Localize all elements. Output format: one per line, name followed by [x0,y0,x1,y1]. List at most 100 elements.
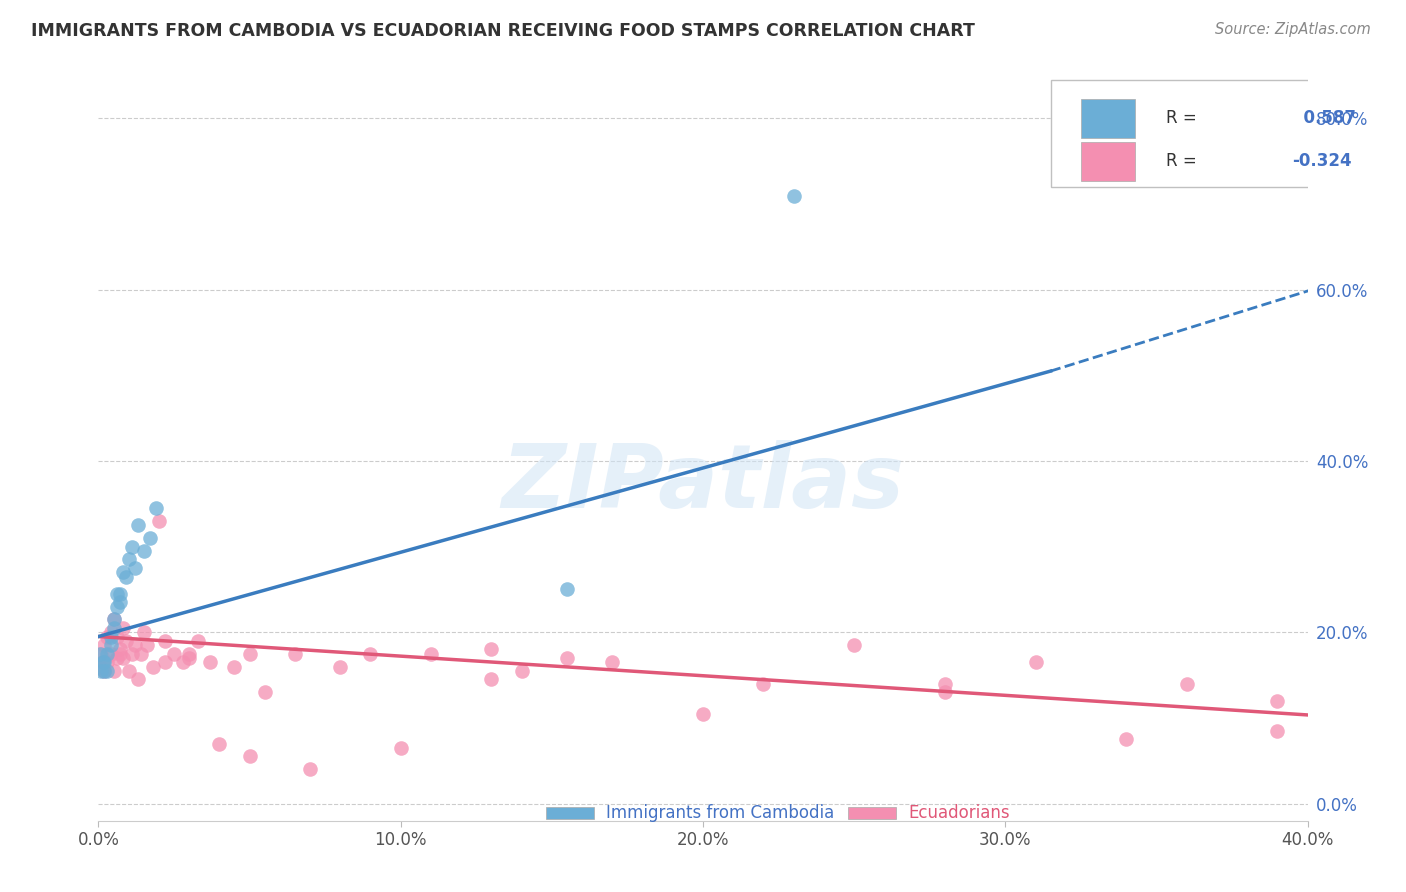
Point [148,514,170,528]
Point [1267,694,1289,708]
Point [163,647,186,661]
Point [179,647,201,661]
Point [284,647,307,661]
Point [114,569,136,583]
Point [100,638,122,652]
Point [103,612,125,626]
Point [93,664,115,678]
Point [602,655,624,669]
Text: R =: R = [1166,110,1202,128]
Bar [848,807,897,819]
Point [127,673,149,687]
Point [103,621,125,635]
Point [90,647,112,661]
Point [692,706,714,721]
Point [360,647,382,661]
Point [1267,723,1289,738]
Y-axis label: Receiving Food Stamps: Receiving Food Stamps [0,350,8,542]
Point [172,655,194,669]
Text: R =: R = [1166,153,1202,170]
Point [224,659,246,673]
Bar [1050,80,1406,187]
Point [108,587,131,601]
Point [239,647,262,661]
Point [90,664,112,678]
Point [111,651,134,665]
Text: Immigrants from Cambodia: Immigrants from Cambodia [606,804,835,822]
Point [253,685,276,699]
Point [145,501,167,516]
Point [105,599,128,614]
Point [208,737,231,751]
Point [153,655,176,669]
Point [105,651,128,665]
Point [481,673,503,687]
Point [420,647,443,661]
Point [1115,732,1137,747]
Point [844,638,866,652]
Point [96,630,118,644]
Point [105,630,128,644]
Point [108,595,131,609]
Point [187,633,209,648]
Text: IMMIGRANTS FROM CAMBODIA VS ECUADORIAN RECEIVING FOOD STAMPS CORRELATION CHART: IMMIGRANTS FROM CAMBODIA VS ECUADORIAN R… [31,22,974,40]
Point [200,655,222,669]
Point [1175,676,1198,690]
Point [153,633,176,648]
Point [100,625,122,640]
Point [179,651,201,665]
Point [127,518,149,533]
Point [481,642,503,657]
Point [142,659,165,673]
Point [103,612,125,626]
Point [129,647,152,661]
Bar [546,807,595,819]
Point [1024,655,1046,669]
Text: Ecuadorians: Ecuadorians [908,804,1010,822]
Point [89,647,111,661]
Point [555,582,578,597]
Point [118,552,141,566]
Point [783,188,806,202]
Point [111,566,134,580]
Point [239,749,262,764]
Point [89,659,111,673]
Point [100,630,122,644]
Point [111,621,134,635]
Point [93,638,115,652]
Point [108,642,131,657]
Point [124,638,146,652]
Text: Source: ZipAtlas.com: Source: ZipAtlas.com [1215,22,1371,37]
Point [93,664,115,678]
Point [752,676,775,690]
Point [139,531,162,545]
Point [132,625,155,640]
Point [389,740,412,755]
Point [96,647,118,661]
Point [555,651,578,665]
Text: 0.587: 0.587 [1292,110,1357,128]
Bar [1081,142,1135,180]
Point [93,655,115,669]
Point [121,647,143,661]
Point [114,633,136,648]
Point [124,561,146,575]
Point [108,647,131,661]
Point [934,685,956,699]
Point [121,540,143,554]
Text: -0.324: -0.324 [1292,153,1353,170]
Point [96,664,118,678]
Point [934,676,956,690]
Point [100,647,122,661]
Point [299,762,322,776]
Point [135,638,157,652]
Text: ZIPatlas: ZIPatlas [502,440,904,527]
Point [91,655,114,669]
Point [105,587,128,601]
Point [132,544,155,558]
Point [91,655,114,669]
Point [103,664,125,678]
Point [118,664,141,678]
Point [96,655,118,669]
Point [329,659,352,673]
